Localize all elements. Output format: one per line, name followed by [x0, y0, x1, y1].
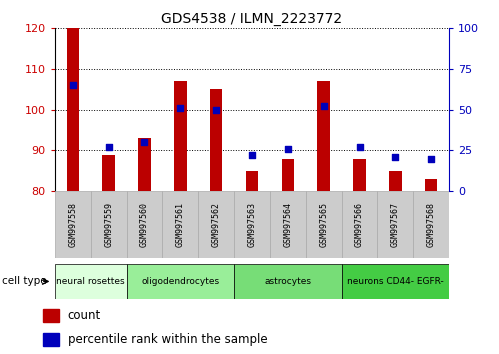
Bar	[389, 171, 402, 191]
Point	[355, 144, 363, 150]
Bar	[413, 191, 449, 258]
Title: GDS4538 / ILMN_2223772: GDS4538 / ILMN_2223772	[162, 12, 342, 26]
Bar	[102, 154, 115, 191]
Point	[391, 154, 399, 160]
Bar	[174, 81, 187, 191]
Bar	[127, 264, 234, 299]
Point	[176, 105, 184, 111]
Text: GSM997560: GSM997560	[140, 202, 149, 247]
Point	[248, 153, 256, 158]
Point	[212, 107, 220, 113]
Point	[141, 139, 149, 145]
Text: count: count	[68, 309, 101, 322]
Bar	[353, 159, 366, 191]
Bar	[162, 191, 198, 258]
Bar	[317, 81, 330, 191]
Bar	[210, 89, 223, 191]
Text: percentile rank within the sample: percentile rank within the sample	[68, 333, 267, 346]
Text: GSM997566: GSM997566	[355, 202, 364, 247]
Bar	[55, 191, 91, 258]
Bar	[66, 28, 79, 191]
Bar	[377, 191, 413, 258]
Text: GSM997561: GSM997561	[176, 202, 185, 247]
Bar	[342, 264, 449, 299]
Point	[427, 156, 435, 161]
Bar	[425, 179, 438, 191]
Text: GSM997558: GSM997558	[68, 202, 77, 247]
Bar	[198, 191, 234, 258]
Text: GSM997563: GSM997563	[248, 202, 256, 247]
Bar	[246, 171, 258, 191]
Point	[284, 146, 292, 152]
Bar	[234, 191, 270, 258]
Text: GSM997562: GSM997562	[212, 202, 221, 247]
Text: astrocytes: astrocytes	[264, 277, 311, 286]
Bar	[127, 191, 162, 258]
Bar	[270, 191, 306, 258]
Text: cell type: cell type	[2, 276, 47, 286]
Bar	[281, 159, 294, 191]
Text: oligodendrocytes: oligodendrocytes	[141, 277, 220, 286]
Text: GSM997559: GSM997559	[104, 202, 113, 247]
Bar	[306, 191, 342, 258]
Bar	[138, 138, 151, 191]
Text: GSM997568: GSM997568	[427, 202, 436, 247]
Bar	[91, 191, 127, 258]
Text: GSM997565: GSM997565	[319, 202, 328, 247]
Text: neural rosettes: neural rosettes	[56, 277, 125, 286]
Bar	[55, 264, 127, 299]
Bar	[43, 309, 59, 322]
Point	[320, 104, 328, 109]
Point	[69, 82, 77, 88]
Text: neurons CD44- EGFR-: neurons CD44- EGFR-	[347, 277, 444, 286]
Bar	[342, 191, 377, 258]
Text: GSM997564: GSM997564	[283, 202, 292, 247]
Bar	[43, 333, 59, 346]
Point	[105, 144, 113, 150]
Text: GSM997567: GSM997567	[391, 202, 400, 247]
Bar	[234, 264, 342, 299]
